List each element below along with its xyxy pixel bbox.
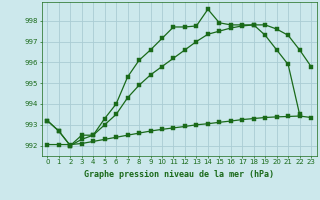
X-axis label: Graphe pression niveau de la mer (hPa): Graphe pression niveau de la mer (hPa)	[84, 170, 274, 179]
